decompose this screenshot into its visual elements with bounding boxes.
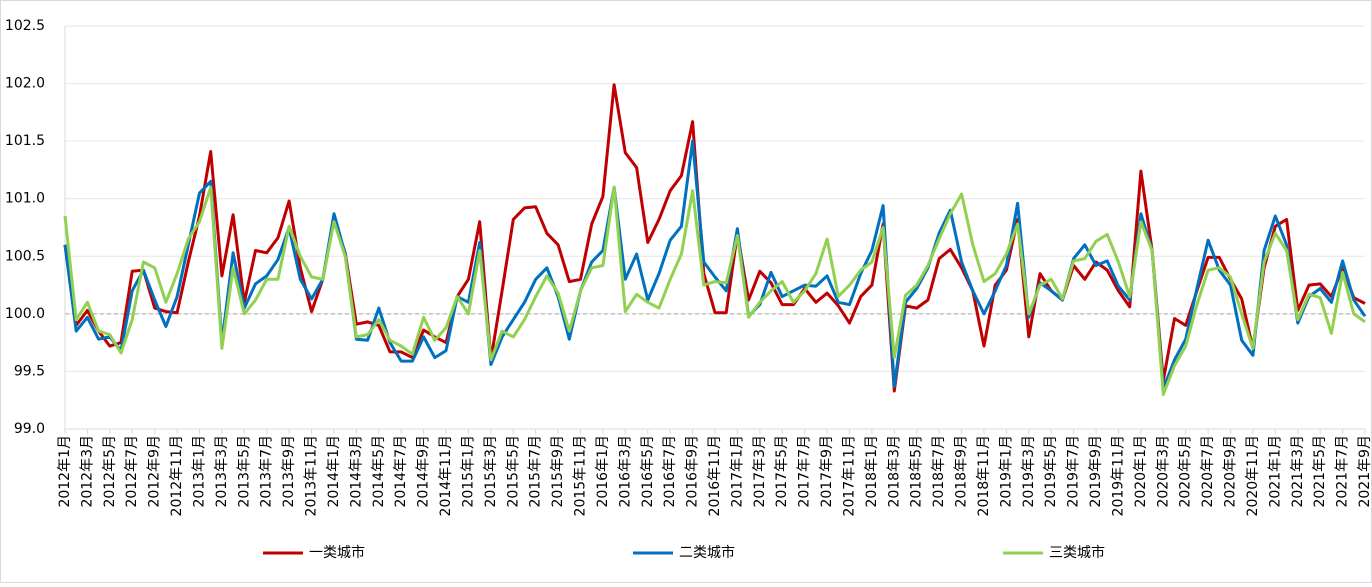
x-tick-label: 2018年11月: [976, 435, 992, 516]
x-tick-label: 2018年9月: [954, 435, 970, 508]
x-tick-label: 2015年5月: [505, 435, 521, 508]
x-tick-label: 2017年11月: [841, 435, 857, 516]
x-tick-label: 2017年9月: [819, 435, 835, 508]
x-tick-label: 2019年3月: [1021, 435, 1037, 508]
x-tick-label: 2021年9月: [1357, 435, 1372, 508]
y-tick-label: 99.5: [14, 363, 45, 379]
x-tick-label: 2015年3月: [483, 435, 499, 508]
y-tick-label: 102.5: [5, 18, 45, 34]
x-tick-label: 2018年7月: [931, 435, 947, 508]
x-tick-label: 2020年5月: [1178, 435, 1194, 508]
x-tick-label: 2013年3月: [214, 435, 230, 508]
x-tick-label: 2015年7月: [528, 435, 544, 508]
x-tick-label: 2012年9月: [147, 435, 163, 508]
y-tick-label: 101.5: [5, 133, 45, 149]
x-tick-label: 2019年1月: [998, 435, 1014, 508]
series-line: [63, 185, 1366, 396]
x-tick-label: 2013年5月: [236, 435, 252, 508]
x-tick-label: 2020年3月: [1155, 435, 1171, 508]
x-tick-label: 2017年3月: [752, 435, 768, 508]
x-tick-label: 2020年7月: [1200, 435, 1216, 508]
x-tick-label: 2013年7月: [259, 435, 275, 508]
legend-label: 二类城市: [679, 544, 735, 561]
x-tick-label: 2012年5月: [102, 435, 118, 508]
legend-label: 三类城市: [1049, 544, 1105, 561]
x-tick-label: 2016年3月: [617, 435, 633, 508]
x-tick-label: 2020年1月: [1133, 435, 1149, 508]
x-tick-label: 2016年1月: [595, 435, 611, 508]
y-tick-label: 100.0: [5, 306, 45, 322]
x-tick-label: 2016年7月: [662, 435, 678, 508]
x-tick-label: 2016年9月: [685, 435, 701, 508]
x-tick-label: 2017年5月: [774, 435, 790, 508]
y-tick-label: 100.5: [5, 248, 45, 264]
x-tick-label: 2014年9月: [416, 435, 432, 508]
x-tick-label: 2019年11月: [1110, 435, 1126, 516]
x-tick-label: 2017年1月: [729, 435, 745, 508]
x-tick-label: 2015年11月: [573, 435, 589, 516]
x-tick-label: 2015年1月: [460, 435, 476, 508]
x-tick-label: 2021年5月: [1312, 435, 1328, 508]
x-tick-label: 2020年11月: [1245, 435, 1261, 516]
x-tick-label: 2017年7月: [797, 435, 813, 508]
x-tick-label: 2014年7月: [393, 435, 409, 508]
x-tick-label: 2013年9月: [281, 435, 297, 508]
x-tick-label: 2012年11月: [169, 435, 185, 516]
x-tick-label: 2021年7月: [1335, 435, 1351, 508]
x-tick-label: 2018年1月: [864, 435, 880, 508]
x-tick-label: 2021年1月: [1267, 435, 1283, 508]
x-tick-label: 2016年11月: [707, 435, 723, 516]
x-tick-label: 2019年7月: [1066, 435, 1082, 508]
x-tick-label: 2013年1月: [191, 435, 207, 508]
x-tick-label: 2014年5月: [371, 435, 387, 508]
x-tick-label: 2014年3月: [348, 435, 364, 508]
x-tick-label: 2015年9月: [550, 435, 566, 508]
x-tick-label: 2012年3月: [79, 435, 95, 508]
x-tick-label: 2019年5月: [1043, 435, 1059, 508]
x-tick-label: 2014年11月: [438, 435, 454, 516]
y-tick-label: 99.0: [14, 421, 45, 437]
x-tick-label: 2014年1月: [326, 435, 342, 508]
x-tick-label: 2013年11月: [304, 435, 320, 516]
x-tick-label: 2018年5月: [909, 435, 925, 508]
x-tick-label: 2020年9月: [1223, 435, 1239, 508]
x-tick-label: 2018年3月: [886, 435, 902, 508]
x-tick-label: 2012年7月: [124, 435, 140, 508]
x-tick-label: 2019年9月: [1088, 435, 1104, 508]
series-line: [63, 83, 1366, 393]
legend-label: 一类城市: [309, 544, 365, 561]
y-tick-label: 102.0: [5, 76, 45, 92]
y-tick-label: 101.0: [5, 191, 45, 207]
x-tick-label: 2012年1月: [57, 435, 73, 508]
x-tick-label: 2021年3月: [1290, 435, 1306, 508]
x-tick-label: 2016年5月: [640, 435, 656, 508]
